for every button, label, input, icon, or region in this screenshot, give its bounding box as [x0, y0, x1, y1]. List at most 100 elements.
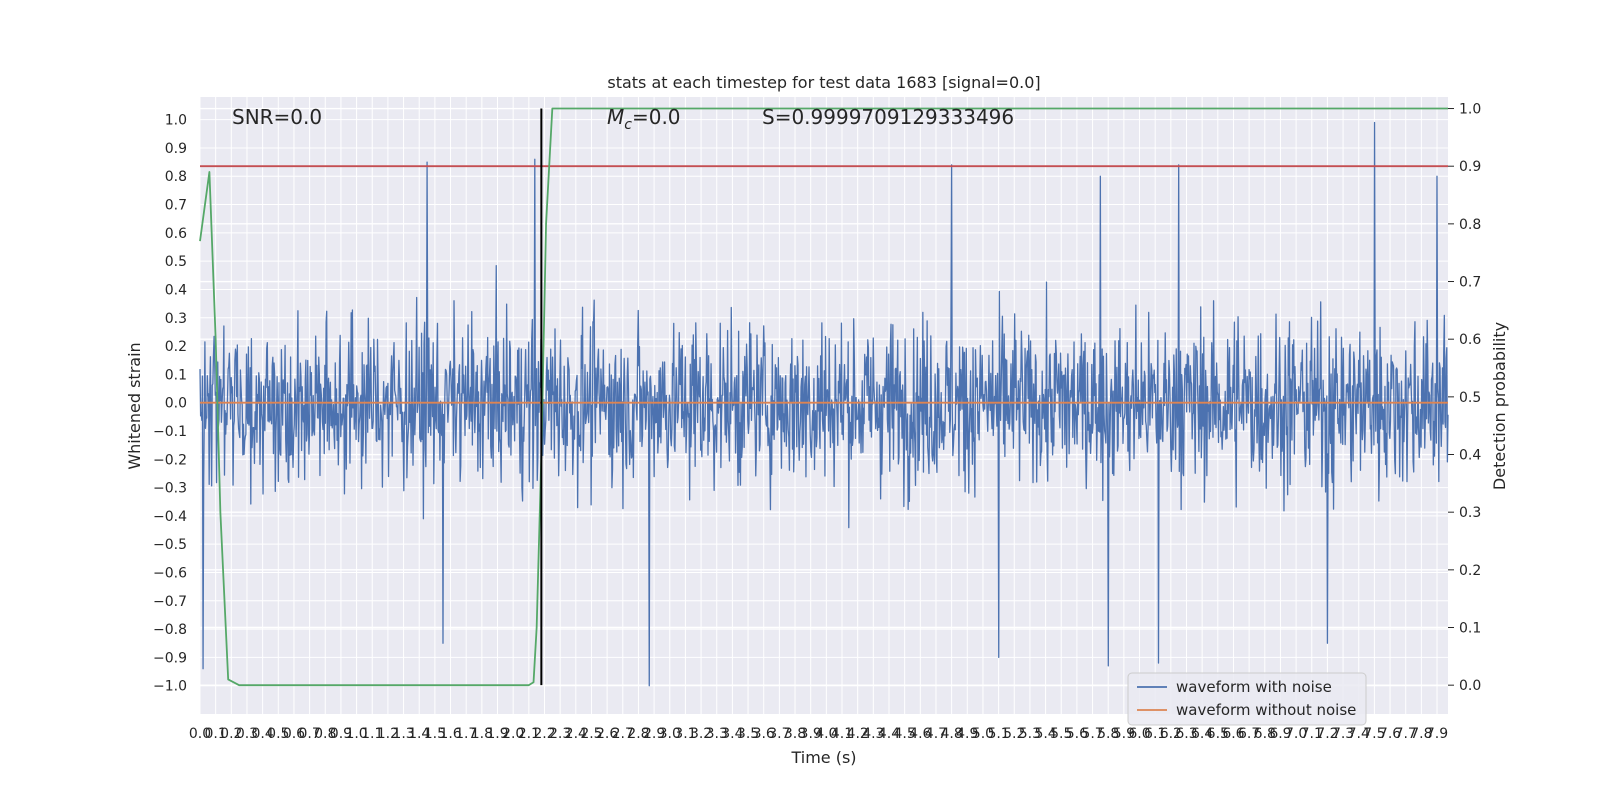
x-tick-label: 1.4	[408, 726, 430, 742]
y-axis-label-right: Detection probability	[1490, 322, 1509, 490]
y-left-tick-label: 0.9	[165, 141, 187, 157]
x-tick-label: 1.9	[486, 726, 508, 742]
x-tick-label: 3.8	[784, 726, 806, 742]
x-tick-label: 4.6	[909, 726, 931, 742]
x-tick-label: 5.5	[1050, 726, 1072, 742]
x-tick-label: 7.2	[1316, 726, 1338, 742]
x-tick-label: 5.3	[1019, 726, 1041, 742]
y-right-tick-label: 0.8	[1459, 217, 1481, 233]
y-left-tick-label: −0.7	[153, 594, 187, 610]
x-tick-label: 7.0	[1285, 726, 1307, 742]
annotation-mc-symbol: M	[607, 105, 624, 129]
x-tick-label: 1.7	[455, 726, 477, 742]
y-left-tick-label: 1.0	[165, 113, 187, 129]
x-tick-label: 0.5	[267, 726, 289, 742]
x-tick-label: 0.9	[330, 726, 352, 742]
x-tick-label: 2.1	[518, 726, 540, 742]
x-tick-label: 4.2	[847, 726, 869, 742]
x-tick-label: 5.4	[1034, 726, 1056, 742]
chart-title: stats at each timestep for test data 168…	[607, 73, 1040, 92]
x-tick-label: 1.6	[439, 726, 461, 742]
x-tick-label: 6.4	[1191, 726, 1213, 742]
x-tick-label: 1.3	[392, 726, 414, 742]
x-tick-label: 6.1	[1144, 726, 1166, 742]
x-tick-label: 3.3	[706, 726, 728, 742]
x-tick-label: 0.4	[252, 726, 274, 742]
x-tick-label: 4.1	[831, 726, 853, 742]
x-tick-label: 1.1	[361, 726, 383, 742]
x-tick-label: 4.5	[894, 726, 916, 742]
y-left-tick-label: −0.1	[153, 424, 187, 440]
x-tick-label: 5.8	[1097, 726, 1119, 742]
x-tick-label: 2.9	[643, 726, 665, 742]
x-tick-label: 1.2	[377, 726, 399, 742]
y-left-tick-label: 0.0	[165, 396, 187, 412]
x-tick-label: 6.6	[1222, 726, 1244, 742]
x-tick-label: 5.7	[1081, 726, 1103, 742]
x-tick-label: 3.6	[753, 726, 775, 742]
y-right-tick-label: 0.0	[1459, 678, 1481, 694]
legend-box	[1127, 672, 1367, 726]
series-lines	[199, 107, 1448, 687]
x-tick-label: 3.0	[659, 726, 681, 742]
x-tick-label: 7.3	[1332, 726, 1354, 742]
x-tick-label: 2.6	[596, 726, 618, 742]
x-tick-label: 4.3	[862, 726, 884, 742]
y-left-tick-label: −0.4	[153, 509, 187, 525]
x-tick-label: 3.1	[674, 726, 696, 742]
y-left-tick-label: −0.6	[153, 565, 187, 581]
x-tick-label: 6.3	[1175, 726, 1197, 742]
y-left-tick-label: −0.3	[153, 481, 187, 497]
x-tick-label: 1.0	[345, 726, 367, 742]
x-tick-label: 2.4	[565, 726, 587, 742]
y-right-tick-label: 0.2	[1459, 563, 1481, 579]
x-tick-label: 2.3	[549, 726, 571, 742]
x-tick-label: 0.2	[220, 726, 242, 742]
series-waveform-with-noise	[199, 121, 1449, 687]
annotation-mc-subscript: c	[624, 117, 632, 133]
x-tick-label: 0.1	[205, 726, 227, 742]
x-tick-label: 0.7	[298, 726, 320, 742]
x-tick-label: 3.5	[737, 726, 759, 742]
x-tick-label: 1.5	[424, 726, 446, 742]
y-left-tick-label: 0.6	[165, 226, 187, 242]
y-left-tick-label: 0.2	[165, 339, 187, 355]
y-left-tick-label: 0.4	[165, 282, 187, 298]
x-tick-label: 7.7	[1395, 726, 1417, 742]
legend-label-waveform-without-noise: waveform without noise	[1176, 701, 1356, 719]
x-tick-label: 6.9	[1269, 726, 1291, 742]
y-left-tick-label: −0.5	[153, 537, 187, 553]
x-tick-label: 6.5	[1207, 726, 1229, 742]
x-tick-label: 4.0	[815, 726, 837, 742]
x-tick-label: 3.9	[800, 726, 822, 742]
detection-probability-line	[199, 107, 1448, 687]
y-right-tick-label: 0.9	[1459, 159, 1481, 175]
x-tick-label: 7.4	[1348, 726, 1370, 742]
annotation-score: S=0.9999709129333496	[762, 105, 1014, 129]
x-tick-label: 5.1	[987, 726, 1009, 742]
y-left-tick-label: −0.8	[153, 622, 187, 638]
y-axis-label-left: Whitened strain	[125, 342, 144, 469]
x-tick-label: 2.8	[627, 726, 649, 742]
x-tick-label: 6.7	[1238, 726, 1260, 742]
x-tick-label: 5.6	[1066, 726, 1088, 742]
x-tick-label: 6.2	[1160, 726, 1182, 742]
x-tick-label: 0.8	[314, 726, 336, 742]
x-tick-label: 0.3	[236, 726, 258, 742]
x-tick-label: 6.8	[1254, 726, 1276, 742]
y-right-tick-label: 0.4	[1459, 448, 1481, 464]
x-tick-label: 2.5	[580, 726, 602, 742]
x-tick-label: 2.2	[533, 726, 555, 742]
y-left-tick-label: 0.5	[165, 254, 187, 270]
x-tick-label: 3.2	[690, 726, 712, 742]
x-tick-label: 7.9	[1426, 726, 1448, 742]
x-tick-label: 1.8	[471, 726, 493, 742]
x-tick-label: 2.7	[612, 726, 634, 742]
legend-label-waveform-with-noise: waveform with noise	[1176, 678, 1332, 696]
x-tick-label: 0.0	[189, 726, 211, 742]
y-right-tick-label: 0.3	[1459, 505, 1481, 521]
y-left-tick-label: −0.9	[153, 650, 187, 666]
x-tick-label: 2.0	[502, 726, 524, 742]
x-tick-label: 7.5	[1363, 726, 1385, 742]
annotation-snr: SNR=0.0	[232, 105, 322, 129]
